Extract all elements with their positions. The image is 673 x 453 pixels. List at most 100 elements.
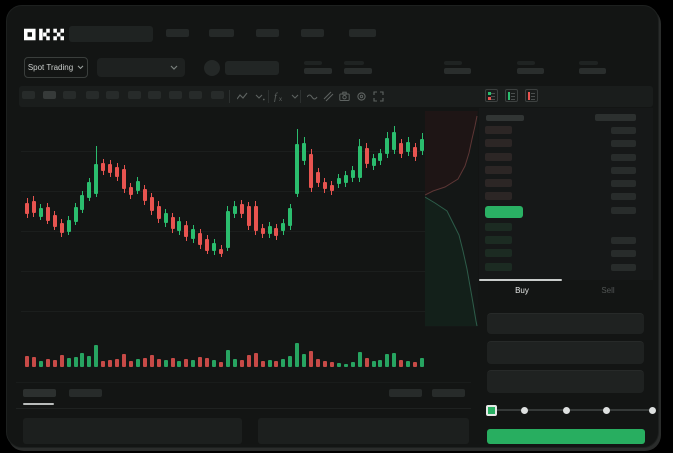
timeframe-chip[interactable] [148, 91, 161, 99]
ask-row[interactable] [485, 179, 512, 187]
toolbar-divider [300, 90, 301, 103]
compare-icon[interactable] [323, 91, 334, 102]
candle-body [392, 132, 397, 150]
tab-sell[interactable]: Sell [601, 286, 615, 295]
candle-body [413, 147, 418, 157]
spot-trading-dropdown[interactable]: Spot Trading [24, 57, 88, 78]
candle-body [267, 226, 272, 234]
timeframe-chip[interactable] [211, 91, 224, 99]
candle-body [66, 220, 71, 232]
candlestick-chart[interactable] [21, 111, 425, 331]
interval-icon[interactable] [254, 91, 265, 102]
gridline [21, 151, 425, 152]
timeframe-chip[interactable] [22, 91, 35, 99]
tab-buy[interactable]: Buy [515, 286, 529, 295]
alert-icon[interactable] [307, 91, 318, 102]
nav-item-placeholder[interactable] [166, 29, 189, 37]
volume-bar [385, 354, 390, 367]
timeframe-chip[interactable] [128, 91, 141, 99]
volume-bar [191, 360, 196, 367]
candle-body [385, 138, 390, 154]
order-input-placeholder[interactable] [487, 370, 644, 393]
bid-row[interactable] [485, 236, 512, 244]
okx-logo [24, 28, 64, 41]
bid-row[interactable] [485, 263, 512, 271]
ask-row[interactable] [485, 166, 512, 174]
timeframe-chip[interactable] [63, 91, 76, 99]
bid-row[interactable] [485, 249, 512, 257]
candle-body [371, 158, 376, 166]
stat-label-placeholder [304, 61, 322, 65]
bid-row[interactable] [485, 223, 512, 231]
pair-select-dropdown[interactable] [97, 58, 185, 77]
ask-row[interactable] [485, 153, 512, 161]
submit-order-button[interactable] [487, 429, 645, 444]
candle-body [25, 203, 29, 214]
camera-icon[interactable] [339, 91, 350, 102]
candle-body [101, 163, 106, 171]
candle-body [149, 197, 154, 211]
volume-bar [156, 359, 161, 367]
timeframe-chip[interactable] [43, 91, 56, 99]
last-price-bar[interactable] [485, 206, 523, 218]
slider-dot[interactable] [649, 407, 656, 414]
bottom-divider [16, 408, 471, 409]
timeframe-chip[interactable] [169, 91, 182, 99]
chevron-down-icon[interactable] [290, 91, 301, 102]
order-input-placeholder[interactable] [487, 313, 644, 334]
ask-row[interactable] [485, 126, 512, 134]
bottom-action-placeholder[interactable] [389, 389, 422, 397]
volume-bar [295, 343, 300, 367]
volume-bar [350, 362, 355, 367]
timeframe-chip[interactable] [189, 91, 202, 99]
timeframe-chip[interactable] [106, 91, 119, 99]
ask-row[interactable] [485, 192, 512, 200]
bid-amount-bar [611, 237, 636, 244]
ask-amount-bar [611, 207, 636, 214]
nav-item-placeholder[interactable] [256, 29, 279, 37]
timeframe-chip[interactable] [86, 91, 99, 99]
slider-dot[interactable] [563, 407, 570, 414]
volume-bar [219, 362, 224, 367]
candle-body [336, 178, 341, 184]
fullscreen-icon[interactable] [373, 91, 384, 102]
volume-pane [21, 335, 425, 367]
bottom-tab-placeholder[interactable] [23, 389, 56, 397]
volume-bar [225, 350, 230, 367]
settings-icon[interactable] [356, 91, 367, 102]
bottom-panel-placeholder [258, 418, 469, 444]
book-bids-icon[interactable] [505, 89, 518, 102]
volume-bar [163, 360, 168, 367]
bottom-tab-placeholder[interactable] [69, 389, 102, 397]
volume-bar [420, 358, 424, 367]
candle-body [357, 146, 362, 178]
chart-type-icon[interactable] [237, 91, 248, 102]
candle-body [198, 233, 203, 245]
candle-body [122, 169, 127, 189]
candle-body [350, 170, 355, 178]
candle-body [219, 249, 224, 254]
bid-amount-bar [611, 250, 636, 257]
order-input-placeholder[interactable] [487, 341, 644, 364]
slider-dot[interactable] [521, 407, 528, 414]
active-tab-indicator [479, 279, 562, 281]
stat-value-placeholder [579, 68, 606, 74]
candle-body [288, 208, 293, 226]
candle-body [239, 204, 244, 214]
nav-item-placeholder[interactable] [301, 29, 324, 37]
book-asks-icon[interactable] [525, 89, 538, 102]
nav-item-placeholder[interactable] [349, 29, 376, 37]
candle-body [135, 181, 140, 191]
slider-handle[interactable] [486, 405, 497, 416]
nav-item-placeholder[interactable] [209, 29, 234, 37]
ask-row[interactable] [485, 139, 512, 147]
candle-body [156, 206, 161, 219]
book-both-icon[interactable] [485, 89, 498, 102]
candle-body [177, 221, 182, 231]
candle-body [399, 143, 404, 154]
amount-slider[interactable] [491, 409, 652, 411]
bottom-action-placeholder[interactable] [432, 389, 465, 397]
slider-dot[interactable] [603, 407, 610, 414]
